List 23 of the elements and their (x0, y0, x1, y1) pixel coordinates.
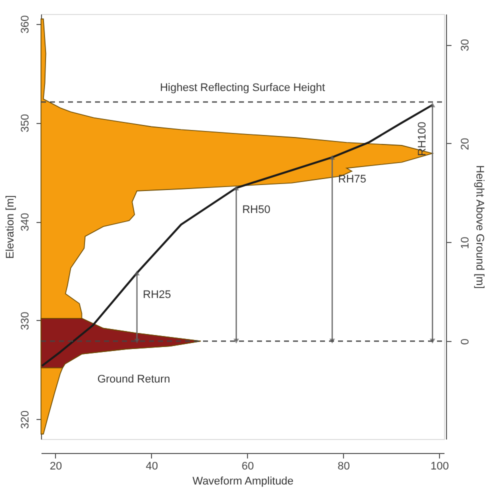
annotation: RH100 (416, 122, 428, 156)
annotation: RH50 (242, 204, 270, 216)
x-axis-title: Waveform Amplitude (192, 476, 294, 488)
y-tick-label: 350 (20, 114, 32, 132)
annotation: RH75 (338, 173, 366, 186)
y-tick-label: 320 (20, 410, 32, 429)
x-tick-label: 40 (146, 460, 158, 472)
annotation: RH25 (142, 288, 172, 301)
ref-line-label: Highest Reflecting Surface Height (160, 82, 326, 94)
annotation: Ground Return (97, 374, 170, 386)
y2-tick-label: 0 (460, 338, 472, 345)
y-tick-label: 330 (20, 312, 32, 330)
y2-axis-title: Height Above Ground [m] (474, 165, 486, 289)
x-tick-label: 20 (50, 460, 62, 472)
x-tick-label: 100 (430, 460, 449, 472)
y2-tick-label: 30 (460, 39, 472, 52)
y-tick-label: 360 (20, 15, 32, 34)
x-tick-label: 60 (242, 460, 254, 472)
x-tick-label: 80 (338, 460, 350, 472)
y2-tick-label: 20 (460, 138, 472, 150)
y-axis-title: Elevation [m] (4, 195, 16, 259)
y-tick-label: 340 (20, 212, 32, 232)
y2-tick-label: 10 (460, 236, 472, 249)
